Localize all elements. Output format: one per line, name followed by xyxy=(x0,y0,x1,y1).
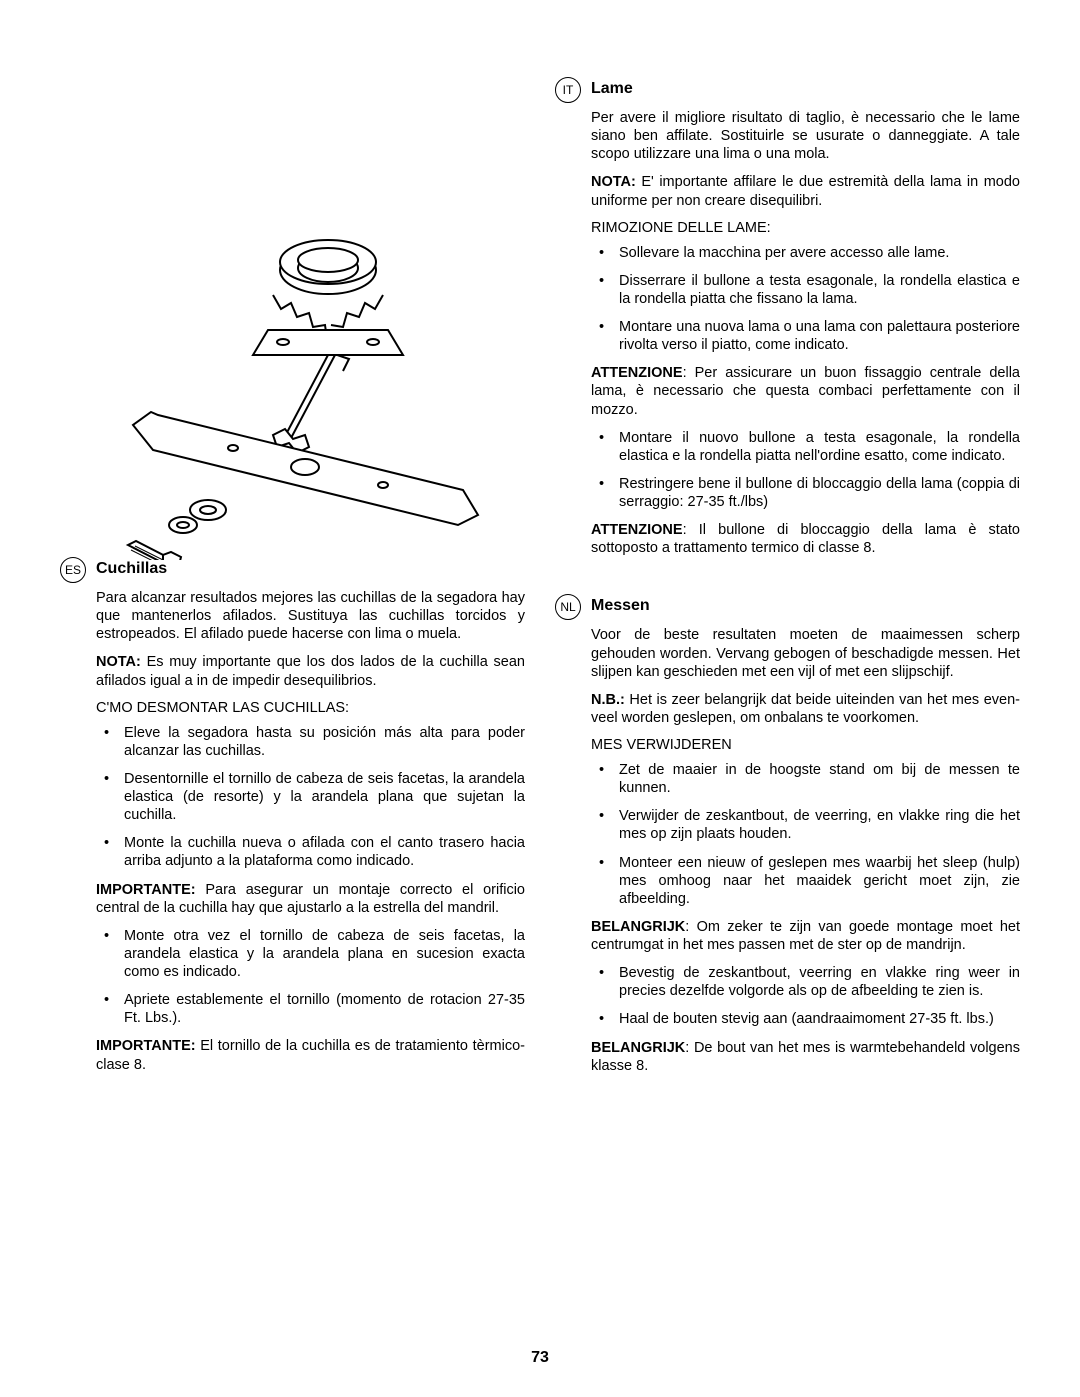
nl-intro: Voor de beste resultaten moeten de maaim… xyxy=(591,626,1020,680)
es-intro: Para alcanzar resultados mejores las cuc… xyxy=(96,589,525,643)
nl-subheading: MES VERWIJDEREN xyxy=(591,737,1020,753)
es-bullets-2: Monte otra vez el tornillo de cabeza de … xyxy=(96,927,525,1028)
it-subheading: RIMOZIONE DELLE LAME: xyxy=(591,220,1020,236)
it-warn1-label: ATTENZIONE xyxy=(591,365,683,381)
nl-imp1-label: BELANGRIJK xyxy=(591,919,685,935)
lang-badge-it: IT xyxy=(555,77,581,103)
list-item: Desentornille el tornillo de cabeza de s… xyxy=(96,770,525,824)
nl-important-2: BELANGRIJK: De bout van het mes is warmt… xyxy=(591,1039,1020,1075)
list-item: Disserrare il bullone a testa esagonale,… xyxy=(591,272,1020,308)
list-item: Montare il nuovo bullone a testa esagona… xyxy=(591,429,1020,465)
nl-bullets-1: Zet de maaier in de hoogste stand om bij… xyxy=(591,761,1020,908)
it-bullets-1: Sollevare la macchina per avere accesso … xyxy=(591,244,1020,355)
right-column: IT Lame Per avere il migliore risultato … xyxy=(555,80,1020,1103)
list-item: Montare una nuova lama o una lama con pa… xyxy=(591,318,1020,354)
es-important2-label: IMPORTANTE: xyxy=(96,1038,196,1054)
list-item: Haal de bouten stevig aan (aandraaimomen… xyxy=(591,1010,1020,1028)
es-note: NOTA: Es muy importante que los dos lado… xyxy=(96,653,525,689)
nl-note-text: Het is zeer belangrijk dat beide uiteind… xyxy=(591,692,1020,726)
it-warn2-label: ATTENZIONE xyxy=(591,522,683,538)
lang-badge-nl: NL xyxy=(555,594,581,620)
it-warn-2: ATTENZIONE: Il bullone di bloccaggio del… xyxy=(591,521,1020,557)
list-item: Monte otra vez el tornillo de cabeza de … xyxy=(96,927,525,981)
es-subheading: C'MO DESMONTAR LAS CUCHILLAS: xyxy=(96,700,525,716)
blade-diagram-svg xyxy=(73,180,513,560)
list-item: Apriete establemente el tornillo (moment… xyxy=(96,991,525,1027)
nl-section: NL Messen Voor de beste resultaten moete… xyxy=(555,597,1020,1074)
es-important1-label: IMPORTANTE: xyxy=(96,882,196,898)
list-item: Monteer een nieuw of geslepen mes waarbi… xyxy=(591,854,1020,908)
nl-imp2-label: BELANGRIJK xyxy=(591,1040,685,1056)
es-note-text: Es muy importante que los dos lados de l… xyxy=(96,654,525,688)
list-item: Eleve la segadora hasta su posición más … xyxy=(96,724,525,760)
es-section: ES Cuchillas Para alcanzar resultados me… xyxy=(60,560,525,1074)
it-intro: Per avere il migliore risultato di tagli… xyxy=(591,109,1020,163)
nl-note-label: N.B.: xyxy=(591,692,625,708)
list-item: Bevestig de zeskantbout, veerring en vla… xyxy=(591,964,1020,1000)
es-note-label: NOTA: xyxy=(96,654,141,670)
es-important-1: IMPORTANTE: Para asegurar un montaje cor… xyxy=(96,881,525,917)
list-item: Restringere bene il bullone di bloccaggi… xyxy=(591,475,1020,511)
es-important-2: IMPORTANTE: El tornillo de la cuchilla e… xyxy=(96,1037,525,1073)
it-heading: Lame xyxy=(591,80,633,98)
es-bullets-1: Eleve la segadora hasta su posición más … xyxy=(96,724,525,871)
it-note-text: E' importante affilare le due estremità … xyxy=(591,174,1020,208)
nl-heading: Messen xyxy=(591,597,650,615)
list-item: Sollevare la macchina per avere accesso … xyxy=(591,244,1020,262)
page-number: 73 xyxy=(0,1349,1080,1367)
nl-important-1: BELANGRIJK: Om zeker te zijn van goede m… xyxy=(591,918,1020,954)
left-column: ES Cuchillas Para alcanzar resultados me… xyxy=(60,80,525,1103)
page-content: ES Cuchillas Para alcanzar resultados me… xyxy=(0,0,1080,1143)
blade-assembly-illustration xyxy=(60,180,525,560)
list-item: Monte la cuchilla nueva o afilada con el… xyxy=(96,834,525,870)
it-bullets-2: Montare il nuovo bullone a testa esagona… xyxy=(591,429,1020,512)
list-item: Verwijder de zeskantbout, de veerring, e… xyxy=(591,807,1020,843)
it-note-label: NOTA: xyxy=(591,174,636,190)
it-warn-1: ATTENZIONE: Per assicurare un buon fissa… xyxy=(591,364,1020,418)
it-note: NOTA: E' importante affilare le due estr… xyxy=(591,173,1020,209)
nl-bullets-2: Bevestig de zeskantbout, veerring en vla… xyxy=(591,964,1020,1028)
es-heading: Cuchillas xyxy=(96,560,167,578)
list-item: Zet de maaier in de hoogste stand om bij… xyxy=(591,761,1020,797)
it-section: IT Lame Per avere il migliore risultato … xyxy=(555,80,1020,557)
lang-badge-es: ES xyxy=(60,557,86,583)
nl-note: N.B.: Het is zeer belangrijk dat beide u… xyxy=(591,691,1020,727)
